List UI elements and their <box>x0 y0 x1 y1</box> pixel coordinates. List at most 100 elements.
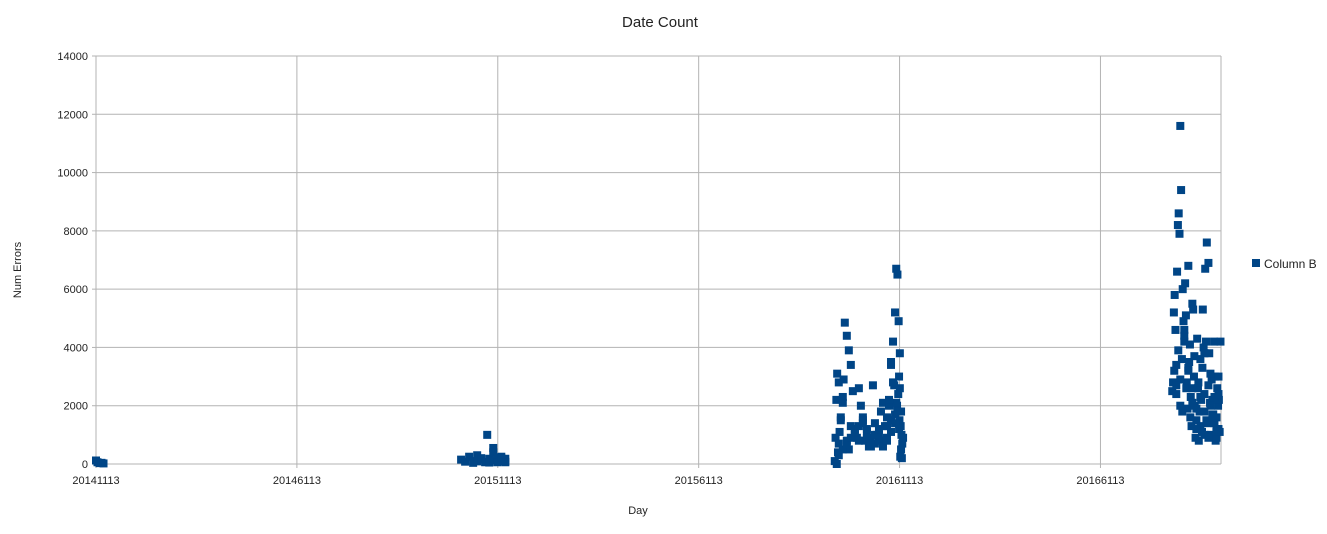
data-point <box>874 425 883 434</box>
legend-label: Column B <box>1264 257 1317 271</box>
data-point <box>1185 340 1194 349</box>
data-point <box>1172 381 1181 390</box>
data-point <box>1180 331 1189 340</box>
data-point <box>862 433 871 442</box>
data-point <box>874 430 883 439</box>
data-point <box>895 384 904 393</box>
data-point <box>1189 305 1198 314</box>
data-point <box>889 337 898 346</box>
data-point <box>1180 325 1189 334</box>
data-point <box>483 430 492 439</box>
data-point <box>493 458 502 467</box>
data-point <box>892 264 901 273</box>
data-point <box>1205 349 1214 358</box>
data-point <box>1176 375 1185 384</box>
data-point <box>866 433 875 442</box>
data-point <box>870 439 879 448</box>
data-point <box>838 445 847 454</box>
data-point <box>1196 392 1205 401</box>
x-tick-label: 20161113 <box>876 475 923 487</box>
data-point <box>895 416 904 425</box>
data-point <box>1196 355 1205 364</box>
data-point <box>893 407 902 416</box>
data-point <box>457 455 466 464</box>
data-point <box>854 384 863 393</box>
data-point <box>898 439 907 448</box>
data-point <box>1176 401 1185 410</box>
data-point <box>1174 346 1183 355</box>
data-point <box>895 425 904 434</box>
data-point <box>1204 433 1213 442</box>
data-point <box>1178 407 1187 416</box>
data-point <box>1181 279 1190 288</box>
data-point <box>1172 390 1181 399</box>
x-tick-label: 20156113 <box>675 475 723 487</box>
data-point <box>1172 360 1181 369</box>
data-point <box>870 430 879 439</box>
data-point <box>894 390 903 399</box>
data-point <box>1173 267 1182 276</box>
data-point <box>896 452 905 461</box>
data-point <box>833 369 842 378</box>
data-point <box>1194 378 1203 387</box>
data-point <box>882 422 891 431</box>
data-point <box>887 360 896 369</box>
data-point <box>1200 349 1209 358</box>
data-point <box>838 392 847 401</box>
data-point <box>481 457 490 466</box>
data-point <box>846 422 855 431</box>
data-point <box>1188 299 1197 308</box>
data-point <box>1178 285 1187 294</box>
data-point <box>1198 363 1207 372</box>
data-point <box>1212 427 1221 436</box>
data-point <box>1173 221 1182 230</box>
data-point <box>831 433 840 442</box>
data-point <box>1206 401 1215 410</box>
data-point <box>1200 430 1209 439</box>
data-point <box>870 419 879 428</box>
data-point <box>1176 121 1185 130</box>
data-point <box>1204 381 1213 390</box>
x-tick-label: 20166113 <box>1076 475 1124 487</box>
data-point <box>473 457 482 466</box>
data-point <box>1204 258 1213 267</box>
x-tick-label: 20141113 <box>72 475 119 487</box>
data-point <box>887 416 896 425</box>
y-tick-label: 12000 <box>57 109 88 121</box>
y-axis-label: Num Errors <box>12 241 24 298</box>
data-point <box>1185 358 1194 366</box>
data-point <box>1177 355 1186 364</box>
data-point <box>858 416 867 425</box>
plot-points <box>92 121 1225 468</box>
y-tick-label: 8000 <box>64 226 88 238</box>
data-point <box>878 442 887 451</box>
data-point <box>489 443 498 452</box>
data-point <box>885 395 894 404</box>
data-point <box>1175 229 1184 238</box>
data-point <box>834 451 843 460</box>
data-point <box>1192 425 1201 434</box>
data-point <box>885 401 894 410</box>
data-point <box>1194 436 1203 445</box>
data-point <box>882 413 891 422</box>
data-point <box>854 422 863 431</box>
x-axis-label: Day <box>628 505 648 517</box>
y-tick-label: 4000 <box>64 342 88 354</box>
data-point <box>844 445 853 454</box>
data-point <box>835 427 844 436</box>
data-point <box>878 436 887 445</box>
data-point <box>1177 186 1186 195</box>
data-point <box>1187 422 1196 431</box>
data-point <box>1210 392 1219 401</box>
grid <box>92 55 1222 468</box>
data-point <box>1213 384 1222 393</box>
data-point <box>1168 387 1177 396</box>
data-point <box>1202 416 1211 425</box>
data-point <box>834 439 843 448</box>
data-point <box>836 413 845 422</box>
y-axis-ticks: 0 2000 4000 6000 8000 10000 12000 14000 <box>57 51 88 471</box>
data-point <box>868 381 877 390</box>
data-point <box>1206 369 1215 378</box>
data-point <box>846 360 855 369</box>
